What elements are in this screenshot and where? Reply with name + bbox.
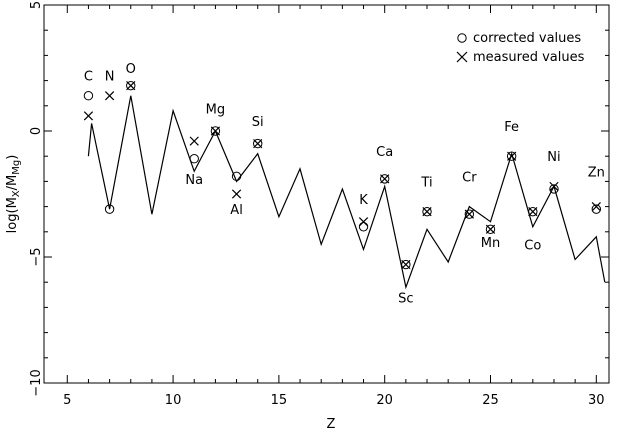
- y-tick-labels: 5 0 −5 −10: [29, 1, 44, 397]
- measured-point: [401, 259, 411, 270]
- element-label: Co: [524, 238, 541, 253]
- measured-point: [126, 81, 136, 91]
- measured-point: [464, 209, 474, 219]
- element-label: C: [84, 70, 93, 85]
- plot-frame: [43, 4, 610, 384]
- measured-point: [253, 138, 263, 149]
- measured-point: [507, 151, 517, 161]
- corrected-point: [506, 151, 517, 161]
- measured-point: [358, 217, 369, 227]
- measured-point: [104, 91, 115, 101]
- x-tick-label: 10: [165, 393, 182, 408]
- corrected-point: [104, 204, 115, 214]
- ticks: [44, 4, 609, 384]
- corrected-point: [83, 91, 94, 101]
- corrected-point: [591, 204, 602, 214]
- measured-point: [591, 201, 601, 212]
- x-tick-label: 20: [376, 393, 393, 408]
- measured-point: [380, 174, 390, 184]
- element-label: Zn: [588, 165, 605, 180]
- corrected-point: [189, 154, 199, 164]
- corrected-point: [126, 80, 136, 91]
- corrected-point: [231, 171, 242, 182]
- element-label: O: [126, 62, 136, 77]
- element-label: Mn: [481, 236, 500, 251]
- measured-point: [189, 136, 199, 146]
- corrected-point: [422, 206, 432, 217]
- x-tick-labels: 5 10 15 20 25 30: [63, 393, 604, 408]
- corrected-point: [485, 224, 496, 234]
- element-label: Mg: [206, 102, 225, 117]
- element-label: Cr: [462, 170, 477, 185]
- measured-point: [422, 207, 432, 217]
- x-axis-title: Z: [327, 417, 336, 432]
- element-label: Na: [185, 173, 203, 188]
- element-label: Sc: [398, 291, 413, 306]
- element-label: K: [359, 193, 368, 208]
- measured-markers: [83, 81, 601, 270]
- corrected-point: [549, 184, 559, 194]
- element-label: Al: [230, 203, 243, 218]
- model-line: [87, 95, 606, 290]
- x-tick-label: 15: [271, 393, 288, 408]
- measured-point: [549, 181, 559, 192]
- legend-cross-icon: [456, 51, 468, 63]
- element-label: Ca: [376, 145, 393, 160]
- element-label: Ti: [420, 175, 432, 190]
- corrected-point: [379, 174, 390, 184]
- y-axis-title: log(MX/MMg): [5, 155, 22, 234]
- legend-circle-icon: [457, 33, 467, 43]
- corrected-point: [464, 209, 475, 219]
- corrected-markers: [83, 80, 602, 270]
- element-label: Ni: [547, 150, 560, 165]
- element-label: Fe: [504, 120, 519, 135]
- corrected-point: [401, 259, 411, 270]
- y-tick-label: 0: [29, 127, 44, 135]
- x-tick-label: 5: [63, 393, 71, 408]
- measured-point: [485, 224, 496, 234]
- legend: corrected values measured values: [456, 31, 585, 65]
- element-label: N: [105, 70, 115, 85]
- y-tick-label: 5: [29, 1, 44, 9]
- measured-point: [210, 126, 221, 136]
- element-labels: C NO Na Mg Al Si K Ca Sc Ti Cr Mn Fe Co Ni Zn: [84, 62, 605, 306]
- element-label: Si: [252, 115, 264, 130]
- corrected-point: [253, 138, 263, 149]
- x-tick-label: 30: [588, 393, 605, 408]
- measured-point: [83, 111, 94, 121]
- legend-corrected-label: corrected values: [473, 31, 581, 46]
- legend-measured-label: measured values: [473, 50, 585, 65]
- y-tick-label: −10: [29, 369, 44, 396]
- corrected-point: [210, 126, 221, 136]
- y-tick-label: −5: [29, 247, 44, 266]
- measured-point: [231, 189, 242, 199]
- measured-point: [528, 207, 538, 217]
- corrected-point: [528, 206, 538, 217]
- x-tick-label: 25: [482, 393, 499, 408]
